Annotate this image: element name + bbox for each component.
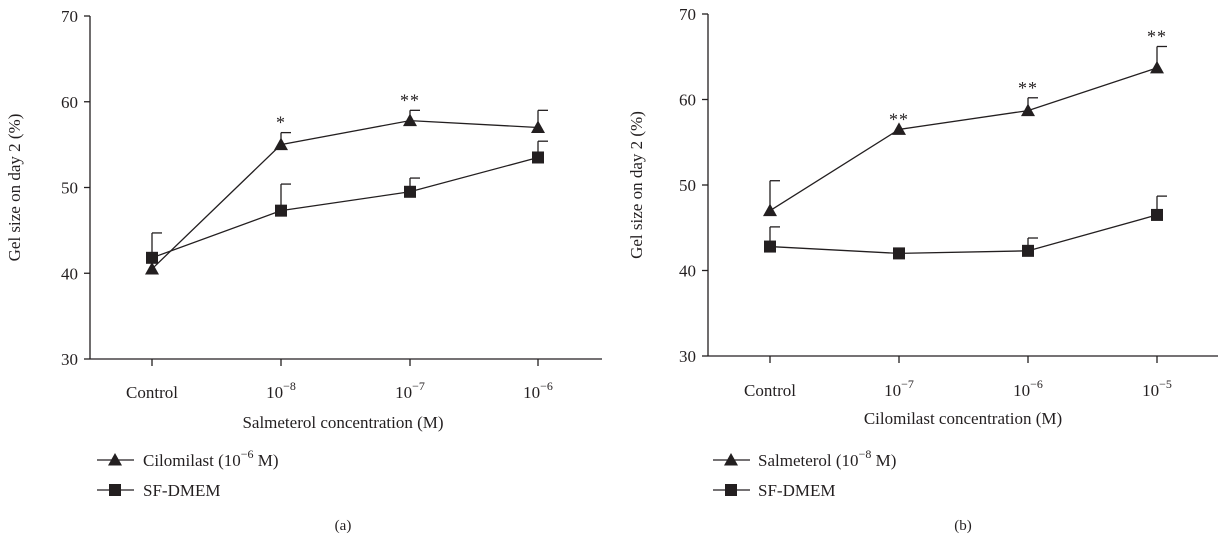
legend-marker-triangle [108, 453, 122, 466]
legend-label: SF-DMEM [758, 481, 835, 500]
significance-label: ** [1147, 26, 1167, 46]
y-axis-title: Gel size on day 2 (%) [627, 111, 646, 259]
y-tick-label: 40 [61, 264, 78, 283]
legend-label-unit: M) [254, 451, 279, 470]
series-square [146, 140, 548, 264]
legend-marker-square [725, 484, 737, 496]
legend-label-exponent: −8 [859, 447, 872, 461]
x-tick-label-base: 10 [1013, 381, 1030, 400]
series-line [151, 156, 539, 259]
x-tick-label: Control [744, 381, 796, 400]
x-tick-label-exponent: −8 [283, 379, 296, 393]
panel-label: (a) [335, 518, 352, 534]
legend-label-text: SF-DMEM [143, 481, 220, 500]
data-point-square [1022, 244, 1034, 257]
significance-label: ** [1018, 78, 1038, 98]
data-point-square [532, 151, 544, 164]
significance-label: ** [889, 109, 909, 129]
x-tick-label: 10−6 [523, 379, 553, 402]
legend-marker-triangle [724, 453, 738, 466]
legend-item: SF-DMEM [713, 481, 835, 500]
x-tick-label-base: 10 [1142, 381, 1159, 400]
y-tick-label: 60 [679, 91, 696, 110]
legend-label-text: Cilomilast (10 [143, 451, 241, 470]
x-tick-label-base: Control [744, 381, 796, 400]
data-point-square [275, 204, 287, 217]
y-tick-label: 40 [679, 262, 696, 281]
x-tick-label-base: 10 [266, 383, 283, 402]
y-tick-label: 50 [61, 179, 78, 198]
data-point-square [404, 185, 416, 198]
legend-label: Salmeterol (10−8 M) [758, 447, 896, 470]
legend-label-text: Salmeterol (10 [758, 451, 859, 470]
x-tick-label-exponent: −6 [540, 379, 553, 393]
series-line [769, 214, 1158, 255]
legend-item: Cilomilast (10−6 M) [97, 447, 279, 470]
data-point-triangle [274, 137, 288, 151]
legend-label-exponent: −6 [241, 447, 254, 461]
significance-label: * [276, 113, 286, 133]
data-point-triangle [1021, 103, 1035, 117]
significance-label: ** [400, 90, 420, 110]
series-line [769, 67, 1158, 212]
y-tick-label: 70 [61, 7, 78, 26]
x-tick-label-exponent: −7 [412, 379, 425, 393]
x-tick-label-base: 10 [395, 383, 412, 402]
data-point-triangle [1150, 60, 1164, 74]
x-tick-label: 10−8 [266, 379, 296, 402]
legend-label: SF-DMEM [143, 481, 220, 500]
y-tick-label: 60 [61, 93, 78, 112]
series-square [764, 195, 1167, 260]
series-triangle: *** [145, 90, 548, 275]
x-tick-label-base: Control [126, 383, 178, 402]
legend-label-text: SF-DMEM [758, 481, 835, 500]
y-axis-title: Gel size on day 2 (%) [5, 114, 24, 262]
data-point-triangle [145, 261, 159, 275]
x-tick-label-base: 10 [523, 383, 540, 402]
legend-item: SF-DMEM [97, 481, 220, 500]
x-axis-title: Cilomilast concentration (M) [864, 409, 1062, 428]
legend-label-unit: M) [871, 451, 896, 470]
y-tick-label: 30 [61, 350, 78, 369]
data-point-square [764, 240, 776, 253]
x-tick-label: 10−5 [1142, 377, 1172, 400]
panel-label: (b) [954, 518, 972, 534]
x-tick-label-exponent: −6 [1030, 377, 1043, 391]
data-point-square [893, 247, 905, 260]
data-point-triangle [892, 122, 906, 135]
x-tick-label: 10−7 [884, 377, 914, 400]
legend-item: Salmeterol (10−8 M) [713, 447, 896, 470]
y-tick-label: 70 [679, 5, 696, 24]
x-tick-label-base: 10 [884, 381, 901, 400]
x-tick-label: 10−6 [1013, 377, 1043, 400]
data-point-triangle [763, 203, 777, 217]
data-point-triangle [531, 120, 545, 133]
legend-label: Cilomilast (10−6 M) [143, 447, 279, 470]
x-tick-label-exponent: −5 [1159, 377, 1172, 391]
data-point-square [1151, 208, 1163, 221]
x-tick-label-exponent: −7 [901, 377, 914, 391]
series-triangle: ** ** ** [763, 26, 1167, 217]
x-tick-label: 10−7 [395, 379, 425, 402]
data-point-square [146, 251, 158, 264]
y-tick-label: 30 [679, 347, 696, 366]
legend-marker-square [109, 484, 121, 496]
series-line [151, 119, 539, 270]
x-axis-title: Salmeterol concentration (M) [242, 413, 443, 432]
y-tick-label: 50 [679, 176, 696, 195]
x-tick-label: Control [126, 383, 178, 402]
data-point-triangle [403, 113, 417, 127]
